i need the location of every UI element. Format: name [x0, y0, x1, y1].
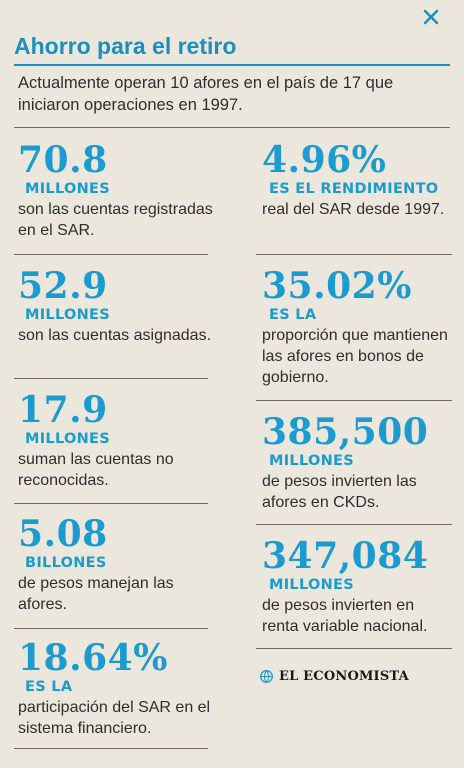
stat-value: 347,084	[262, 535, 429, 577]
stat-unit: BILLONES	[25, 555, 107, 571]
stat-description: son las cuentas registradas en el SAR.	[18, 201, 213, 239]
divider	[256, 524, 452, 525]
stat-value: 5.08	[18, 513, 108, 555]
stat-description: son las cuentas asignadas.	[18, 327, 212, 344]
stat-unit: ES LA	[269, 307, 317, 323]
stat-description: suman las cuentas no reconocidas.	[18, 451, 174, 489]
stat-unit: ES LA	[25, 679, 73, 695]
divider	[14, 503, 208, 504]
stat-unit: MILLONES	[25, 431, 110, 447]
stat-value: 17.9	[18, 389, 108, 431]
stat-cuentas-registradas: 70.8 MILLONES son las cuentas registrada…	[18, 140, 218, 241]
divider	[256, 254, 452, 255]
page-title: Ahorro para el retiro	[14, 33, 237, 59]
stat-ckds: 385,500 MILLONES de pesos invierten las …	[262, 412, 454, 513]
close-icon[interactable]	[422, 8, 440, 26]
divider	[14, 254, 208, 255]
stat-description: de pesos manejan las afores.	[18, 575, 174, 613]
stat-billones-pesos: 5.08 BILLONES de pesos manejan las afore…	[18, 514, 218, 615]
stat-unit: MILLONES	[269, 577, 354, 593]
stat-value: 385,500	[262, 411, 429, 453]
stat-rendimiento: 4.96% ES EL RENDIMIENTO real del SAR des…	[262, 140, 454, 220]
stat-renta-variable: 347,084 MILLONES de pesos invierten en r…	[262, 536, 454, 637]
stat-description: de pesos invierten en renta variable nac…	[262, 597, 428, 635]
stat-description: participación del SAR en el sistema fina…	[18, 699, 211, 737]
divider	[256, 648, 452, 649]
title-divider	[14, 64, 450, 66]
stat-description: real del SAR desde 1997.	[262, 201, 445, 218]
intro-divider	[14, 127, 450, 128]
divider	[14, 628, 208, 629]
brand-footer: EL ECONOMISTA	[260, 666, 450, 686]
stat-cuentas-asignadas: 52.9 MILLONES son las cuentas asignadas.	[18, 266, 218, 346]
stat-participacion-sar: 18.64% ES LA participación del SAR en el…	[18, 638, 218, 739]
stat-bonos-gobierno: 35.02% ES LA proporción que mantienen la…	[262, 266, 454, 388]
stat-value: 18.64%	[18, 637, 168, 679]
divider	[14, 378, 208, 379]
divider	[14, 748, 208, 749]
intro-text: Actualmente operan 10 afores en el país …	[18, 74, 394, 114]
brand-name: EL ECONOMISTA	[279, 668, 409, 684]
stat-unit: MILLONES	[269, 453, 354, 469]
divider	[256, 400, 452, 401]
stat-value: 70.8	[18, 139, 108, 181]
stat-value: 4.96%	[262, 139, 387, 181]
stat-cuentas-no-reconocidas: 17.9 MILLONES suman las cuentas no recon…	[18, 390, 218, 491]
stat-value: 35.02%	[262, 265, 412, 307]
header: Ahorro para el retiro	[14, 9, 450, 62]
stat-description: proporción que mantienen las afores en b…	[262, 327, 448, 386]
stat-unit: MILLONES	[25, 307, 110, 323]
stat-unit: ES EL RENDIMIENTO	[269, 181, 439, 197]
stat-description: de pesos invierten las afores en CKDs.	[262, 473, 417, 511]
globe-icon	[260, 669, 273, 683]
stat-value: 52.9	[18, 265, 108, 307]
stat-unit: MILLONES	[25, 181, 110, 197]
